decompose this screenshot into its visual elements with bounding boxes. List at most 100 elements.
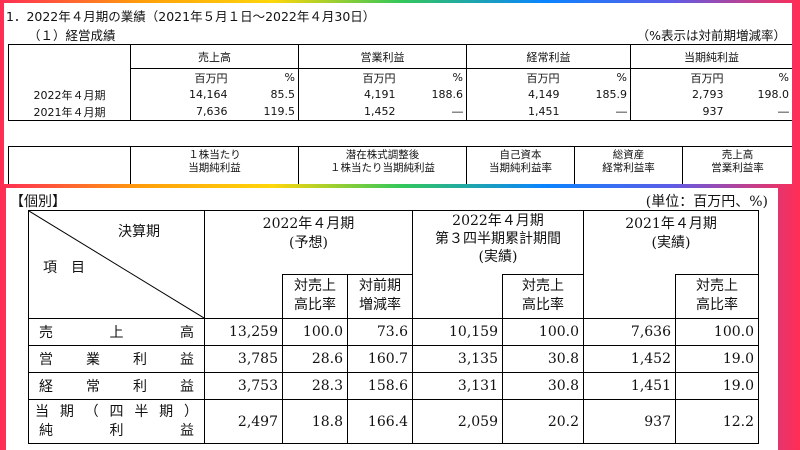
cell-value: 10,159 (412, 318, 503, 346)
row-label: 当期（四半期） 純利益 (28, 399, 205, 444)
cell-value: 1,451 (466, 103, 563, 121)
cell-value: 1,452 (583, 345, 676, 373)
diagonal-header-cell: 決算期 項 目 (28, 210, 205, 319)
cell-value: 2,497 (204, 399, 283, 444)
cell-value: 198.0 (726, 86, 792, 103)
cell-value: 160.7 (347, 345, 413, 373)
cell-value: 3,753 (204, 372, 283, 400)
row-label: 2022年４月期 (8, 86, 131, 103)
cell-value: 188.6 (398, 86, 467, 103)
col-group-prior-actual: 2021年４月期 (実績) (582, 210, 760, 275)
cell-value: 28.6 (282, 345, 348, 373)
table-row: 当期（四半期） 純利益 2,497 18.8 166.4 2,059 20.2 … (28, 399, 760, 444)
table-row: 経常利益 3,753 28.3 158.6 3,131 30.8 1,451 1… (28, 372, 760, 400)
cell-value: ― (726, 103, 792, 121)
cell-value: 30.8 (502, 372, 584, 400)
cell-value: 19.0 (674, 372, 760, 400)
period-label: 決算期 (118, 224, 160, 240)
operating-results-table: 売上高 営業利益 経常利益 当期純利益 百万円 % 百万円 % 百万円 % 百万… (8, 44, 792, 121)
row-label: 経常利益 (28, 372, 205, 400)
cell-value: 19.0 (674, 345, 760, 373)
cell-value: 166.4 (347, 399, 413, 444)
unit-million: 百万円 (466, 68, 563, 86)
table-row: 売上高 13,259 100.0 73.6 10,159 100.0 7,636… (28, 318, 760, 346)
ratio-header-diluted-eps: 潜在株式調整後 １株当たり当期純利益 (298, 146, 467, 184)
table-row: 営業利益 3,785 28.6 160.7 3,135 30.8 1,452 1… (28, 345, 760, 373)
cell-value: 12.2 (674, 399, 760, 444)
table-row: 2022年４月期 14,164 85.5 4,191 188.6 4,149 1… (8, 86, 792, 103)
unit-row-blank (8, 68, 131, 86)
results-heading: 1．2022年４月期の業績（2021年５月１日～2022年４月30日） (6, 9, 376, 24)
cell-value: 100.0 (502, 318, 584, 346)
cell-value: 73.6 (347, 318, 413, 346)
cell-value: 14,164 (130, 86, 231, 103)
diagonal-divider (29, 211, 204, 318)
blank-sub (583, 274, 676, 319)
col-net-profit: 当期純利益 (630, 44, 792, 69)
cell-value: 185.9 (562, 86, 631, 103)
cell-value: 18.8 (282, 399, 348, 444)
col-sales: 売上高 (130, 44, 299, 69)
operating-results-subheading: （１）経営成績 (28, 28, 116, 43)
col-operating-profit: 営業利益 (298, 44, 467, 69)
cell-value: 937 (583, 399, 676, 444)
cell-value: 2,793 (630, 86, 727, 103)
ratio-table: １株当たり 当期純利益 潜在株式調整後 １株当たり当期純利益 自己資本 当期純利益率 … (8, 146, 792, 184)
cell-value: 100.0 (674, 318, 760, 346)
cell-value: 119.5 (230, 103, 299, 121)
blank-sub (412, 274, 503, 319)
ratio-header-operating-margin: 売上高 営業利益率 (682, 146, 792, 184)
cell-value: 3,135 (412, 345, 503, 373)
col-group-forecast: 2022年４月期 (予想) (204, 210, 413, 275)
sub-ratio-sales: 対売上 高比率 (674, 274, 760, 319)
cell-value: 30.8 (502, 345, 584, 373)
sub-ratio-sales: 対売上 高比率 (282, 274, 348, 319)
cell-value: 28.3 (282, 372, 348, 400)
cell-value: 100.0 (282, 318, 348, 346)
sub-yoy: 対前期 増減率 (347, 274, 413, 319)
blank-sub (204, 274, 283, 319)
corner-cell (8, 146, 131, 184)
cell-value: 20.2 (502, 399, 584, 444)
consolidated-results-panel: 1．2022年４月期の業績（2021年５月１日～2022年４月30日） （１）経… (4, 3, 792, 184)
col-group-q3-actual: 2022年４月期 第３四半期累計期間 (実績) (412, 210, 584, 275)
percentage-note: （%表示は対前期増減率） (636, 28, 786, 43)
sub-ratio-sales: 対売上 高比率 (502, 274, 584, 319)
unit-note: (単位：百万円、%) (645, 194, 768, 210)
cell-value: 2,059 (412, 399, 503, 444)
ratio-header-eps: １株当たり 当期純利益 (130, 146, 299, 184)
corner-cell (8, 44, 131, 69)
unit-pct: % (230, 68, 299, 86)
cell-value: 85.5 (230, 86, 299, 103)
cell-value: 3,131 (412, 372, 503, 400)
unit-pct: % (726, 68, 792, 86)
cell-value: 7,636 (583, 318, 676, 346)
cell-value: 937 (630, 103, 727, 121)
unit-million: 百万円 (298, 68, 399, 86)
ratio-header-roe: 自己資本 当期純利益率 (466, 146, 575, 184)
cell-value: 7,636 (130, 103, 231, 121)
unit-million: 百万円 (630, 68, 727, 86)
cell-value: 3,785 (204, 345, 283, 373)
non-consolidated-forecast-panel: 【個別】 (単位：百万円、%) 決算期 項 目 2022年４月期 (予想) 202… (6, 188, 778, 450)
table-row: 2021年４月期 7,636 119.5 1,452 ― 1,451 ― 937… (8, 103, 792, 121)
row-label: 売上高 (28, 318, 205, 346)
col-ordinary-profit: 経常利益 (466, 44, 631, 69)
unit-pct: % (562, 68, 631, 86)
forecast-table: 決算期 項 目 2022年４月期 (予想) 2022年４月期 第３四半期累計期間 (実… (28, 210, 760, 444)
ratio-header-roa: 総資産 経常利益率 (574, 146, 683, 184)
cell-value: ― (398, 103, 467, 121)
row-label: 営業利益 (28, 345, 205, 373)
item-label: 項 目 (43, 260, 85, 276)
cell-value: 13,259 (204, 318, 283, 346)
cell-value: 1,451 (583, 372, 676, 400)
unit-pct: % (398, 68, 467, 86)
unit-million: 百万円 (130, 68, 231, 86)
cell-value: 158.6 (347, 372, 413, 400)
cell-value: 4,191 (298, 86, 399, 103)
cell-value: 4,149 (466, 86, 563, 103)
section-title: 【個別】 (10, 194, 66, 210)
cell-value: ― (562, 103, 631, 121)
cell-value: 1,452 (298, 103, 399, 121)
row-label: 2021年４月期 (8, 103, 131, 121)
